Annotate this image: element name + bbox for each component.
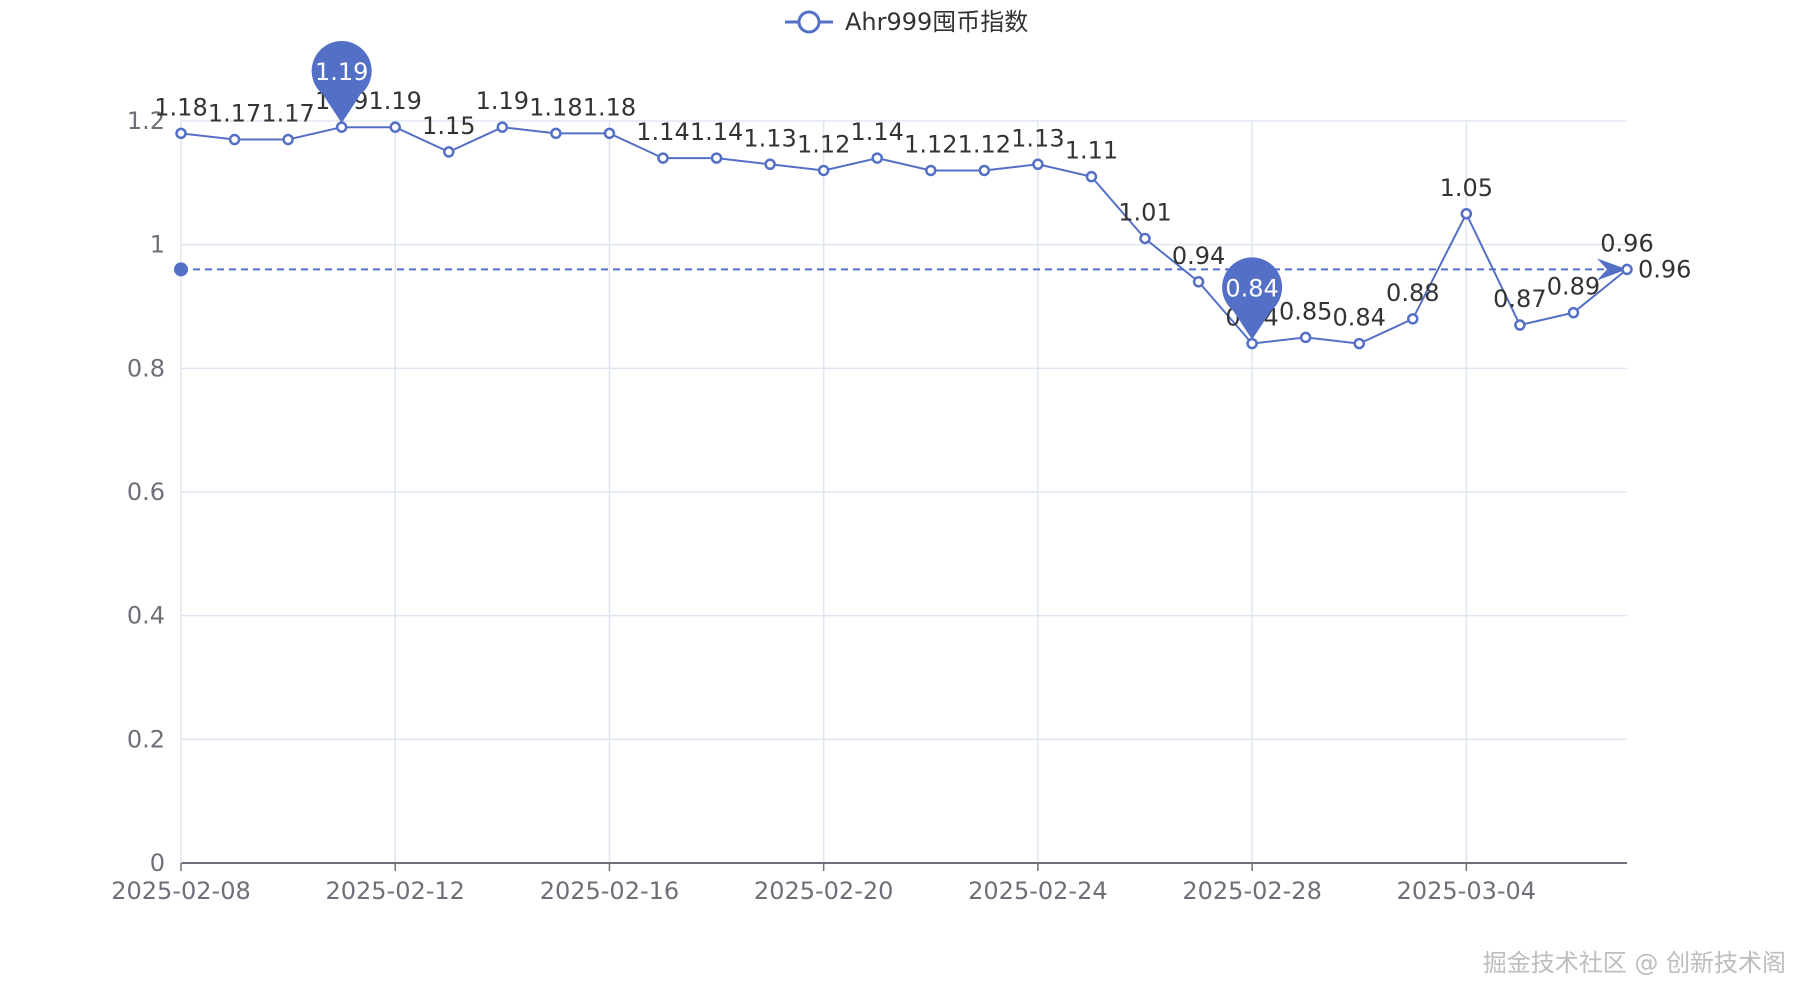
data-point[interactable] — [1085, 170, 1098, 183]
data-point[interactable] — [228, 133, 241, 146]
y-tick-label: 0.4 — [127, 602, 165, 630]
data-point[interactable] — [282, 133, 294, 146]
mark-point-label: 0.84 — [1225, 275, 1278, 303]
data-label: 0.88 — [1386, 279, 1439, 307]
data-point[interactable] — [1567, 306, 1580, 319]
data-label: 0.87 — [1493, 285, 1546, 313]
y-tick-label: 1.2 — [127, 107, 165, 135]
data-label: 1.17 — [208, 100, 261, 128]
data-point[interactable] — [1460, 208, 1473, 220]
data-point[interactable] — [443, 146, 455, 158]
data-label: 0.96 — [1600, 229, 1653, 257]
data-label: 1.15 — [422, 112, 475, 140]
data-point[interactable] — [1032, 158, 1044, 171]
data-point[interactable] — [1299, 331, 1312, 344]
y-axis: 0 0.2 0.4 0.6 0.8 1 1.2 — [127, 107, 182, 877]
legend-circle-icon — [797, 10, 821, 34]
legend-label: Ahr999囤币指数 — [845, 8, 1028, 36]
data-label: 0.94 — [1172, 242, 1225, 270]
x-axis: 2025-02-08 2025-02-12 2025-02-16 2025-02-20… — [111, 862, 1627, 905]
data-label: 1.14 — [851, 118, 904, 146]
mark-line-label: 0.96 — [1638, 255, 1691, 283]
data-point[interactable] — [925, 164, 937, 177]
y-tick-label: 0 — [150, 849, 165, 877]
y-tick-label: 0.6 — [127, 478, 165, 506]
data-point[interactable] — [389, 121, 401, 133]
data-point[interactable] — [335, 121, 348, 133]
data-label: 0.84 — [1333, 304, 1386, 332]
data-point[interactable] — [1353, 337, 1365, 350]
data-point[interactable] — [710, 152, 723, 164]
y-tick-label: 0.2 — [127, 725, 165, 753]
series-polyline — [180, 126, 1628, 345]
data-label: 1.17 — [261, 100, 314, 128]
data-label: 1.14 — [690, 118, 743, 146]
data-point[interactable] — [1407, 313, 1419, 325]
data-point[interactable] — [871, 152, 883, 164]
mark-line-start-dot — [174, 262, 188, 277]
mark-point-pin[interactable] — [311, 40, 372, 124]
data-point[interactable] — [1139, 232, 1151, 245]
mark-points: 1.19 0.84 — [311, 40, 1283, 340]
x-tick-label: 2025-02-20 — [754, 877, 893, 905]
x-tick-label: 2025-02-08 — [111, 877, 250, 905]
data-label: 1.11 — [1065, 137, 1118, 165]
legend[interactable]: Ahr999囤币指数 — [785, 8, 1028, 36]
data-point[interactable] — [1514, 319, 1526, 331]
data-point[interactable] — [1246, 337, 1258, 350]
x-tick-label: 2025-02-24 — [968, 877, 1107, 905]
data-label: 1.18 — [583, 93, 636, 121]
average-line: 0.96 — [174, 255, 1691, 283]
data-label: 0.89 — [1547, 273, 1600, 301]
data-label: 1.18 — [529, 93, 582, 121]
data-point[interactable] — [978, 164, 991, 177]
data-labels: 1.181.171.171.191.191.151.191.181.181.14… — [154, 87, 1653, 331]
data-point[interactable] — [817, 164, 830, 177]
data-label: 1.13 — [1011, 124, 1064, 152]
data-label: 1.12 — [904, 130, 957, 158]
x-tick-label: 2025-02-28 — [1182, 877, 1321, 905]
data-label: 1.18 — [154, 93, 207, 121]
mark-line-arrow — [1597, 258, 1627, 281]
data-label: 0.85 — [1279, 297, 1332, 325]
grid-lines — [181, 120, 1627, 863]
data-point[interactable] — [764, 158, 776, 171]
data-point[interactable] — [603, 127, 616, 140]
data-point[interactable] — [1192, 276, 1205, 288]
data-label: 1.05 — [1440, 174, 1493, 202]
data-label: 1.12 — [958, 130, 1011, 158]
data-label: 1.19 — [369, 87, 422, 115]
data-point[interactable] — [175, 127, 187, 140]
data-label: 1.13 — [743, 124, 796, 152]
data-label: 1.19 — [476, 87, 529, 115]
y-tick-label: 1 — [150, 231, 165, 259]
data-label: 1.14 — [636, 118, 689, 146]
x-tick-label: 2025-02-12 — [325, 877, 464, 905]
x-tick-label: 2025-03-04 — [1397, 877, 1536, 905]
data-point[interactable] — [657, 152, 669, 164]
data-point[interactable] — [496, 121, 509, 133]
data-label: 1.01 — [1118, 198, 1171, 226]
x-tick-label: 2025-02-16 — [540, 877, 679, 905]
y-tick-label: 0.8 — [127, 354, 165, 382]
data-label: 1.12 — [797, 130, 850, 158]
watermark: 掘金技术社区 @ 创新技术阁 — [1482, 949, 1786, 977]
data-point[interactable] — [1621, 263, 1633, 276]
mark-point-pin[interactable] — [1222, 257, 1283, 340]
data-point[interactable] — [550, 127, 562, 140]
mark-point-label: 1.19 — [315, 58, 368, 86]
